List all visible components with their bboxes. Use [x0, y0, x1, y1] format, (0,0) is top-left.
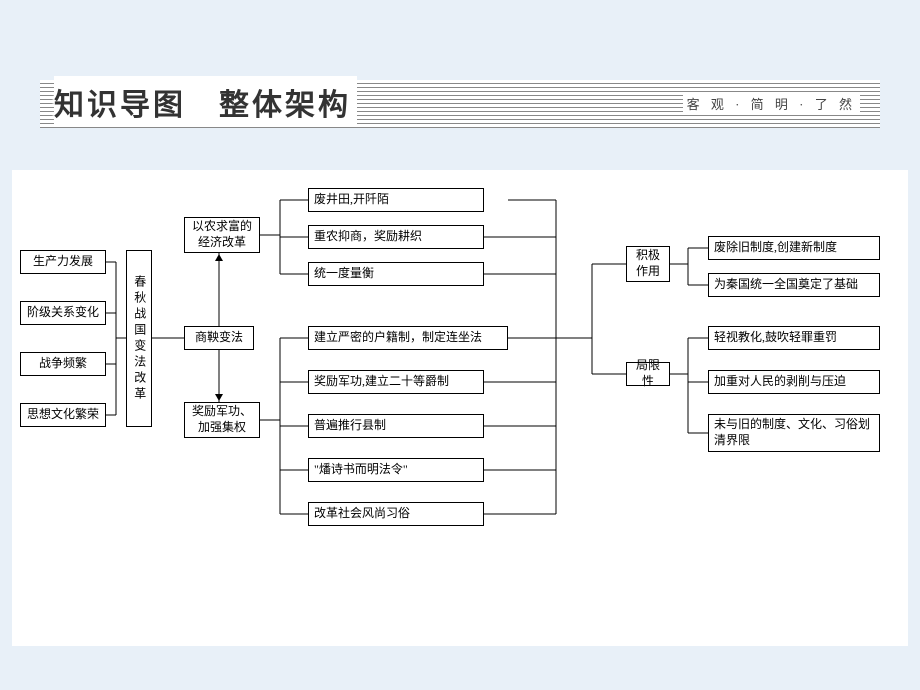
node-econ-reform: 以农求富的经济改革: [184, 217, 260, 253]
node-military: 奖励军功、加强集权: [184, 402, 260, 438]
node-m1: 废井田,开阡陌: [308, 188, 484, 212]
node-m5: 奖励军功,建立二十等爵制: [308, 370, 484, 394]
node-rl3: 未与旧的制度、文化、习俗划清界限: [708, 414, 880, 452]
node-m3: 统一度量衡: [308, 262, 484, 286]
node-rl2: 加重对人民的剥削与压迫: [708, 370, 880, 394]
node-culture: 思想文化繁荣: [20, 403, 106, 427]
node-m8: 改革社会风尚习俗: [308, 502, 484, 526]
node-class: 阶级关系变化: [20, 301, 106, 325]
node-m4: 建立严密的户籍制，制定连坐法: [308, 326, 508, 350]
node-war: 战争频繁: [20, 352, 106, 376]
title-main: 知识导图 整体架构: [54, 76, 357, 126]
node-rl1: 轻视教化,鼓吹轻罪重罚: [708, 326, 880, 350]
node-shangyang: 商鞅变法: [184, 326, 254, 350]
node-rp1: 废除旧制度,创建新制度: [708, 236, 880, 260]
header-banner: 知识导图 整体架构 客 观 · 简 明 · 了 然: [40, 80, 880, 128]
node-limit: 局限性: [626, 362, 670, 386]
node-positive: 积极作用: [626, 246, 670, 282]
node-m2: 重农抑商，奖励耕织: [308, 225, 484, 249]
node-rp2: 为秦国统一全国奠定了基础: [708, 273, 880, 297]
node-m6: 普遍推行县制: [308, 414, 484, 438]
diagram-canvas: 生产力发展 阶级关系变化 战争频繁 思想文化繁荣 春秋战国变法改革 以农求富的经…: [12, 170, 908, 646]
title-sub: 客 观 · 简 明 · 了 然: [683, 92, 860, 115]
arrow-down-icon: [215, 394, 223, 401]
node-productive: 生产力发展: [20, 250, 106, 274]
node-spring-autumn: 春秋战国变法改革: [126, 250, 152, 427]
node-m7: "燔诗书而明法令": [308, 458, 484, 482]
arrow-up-icon: [215, 254, 223, 261]
